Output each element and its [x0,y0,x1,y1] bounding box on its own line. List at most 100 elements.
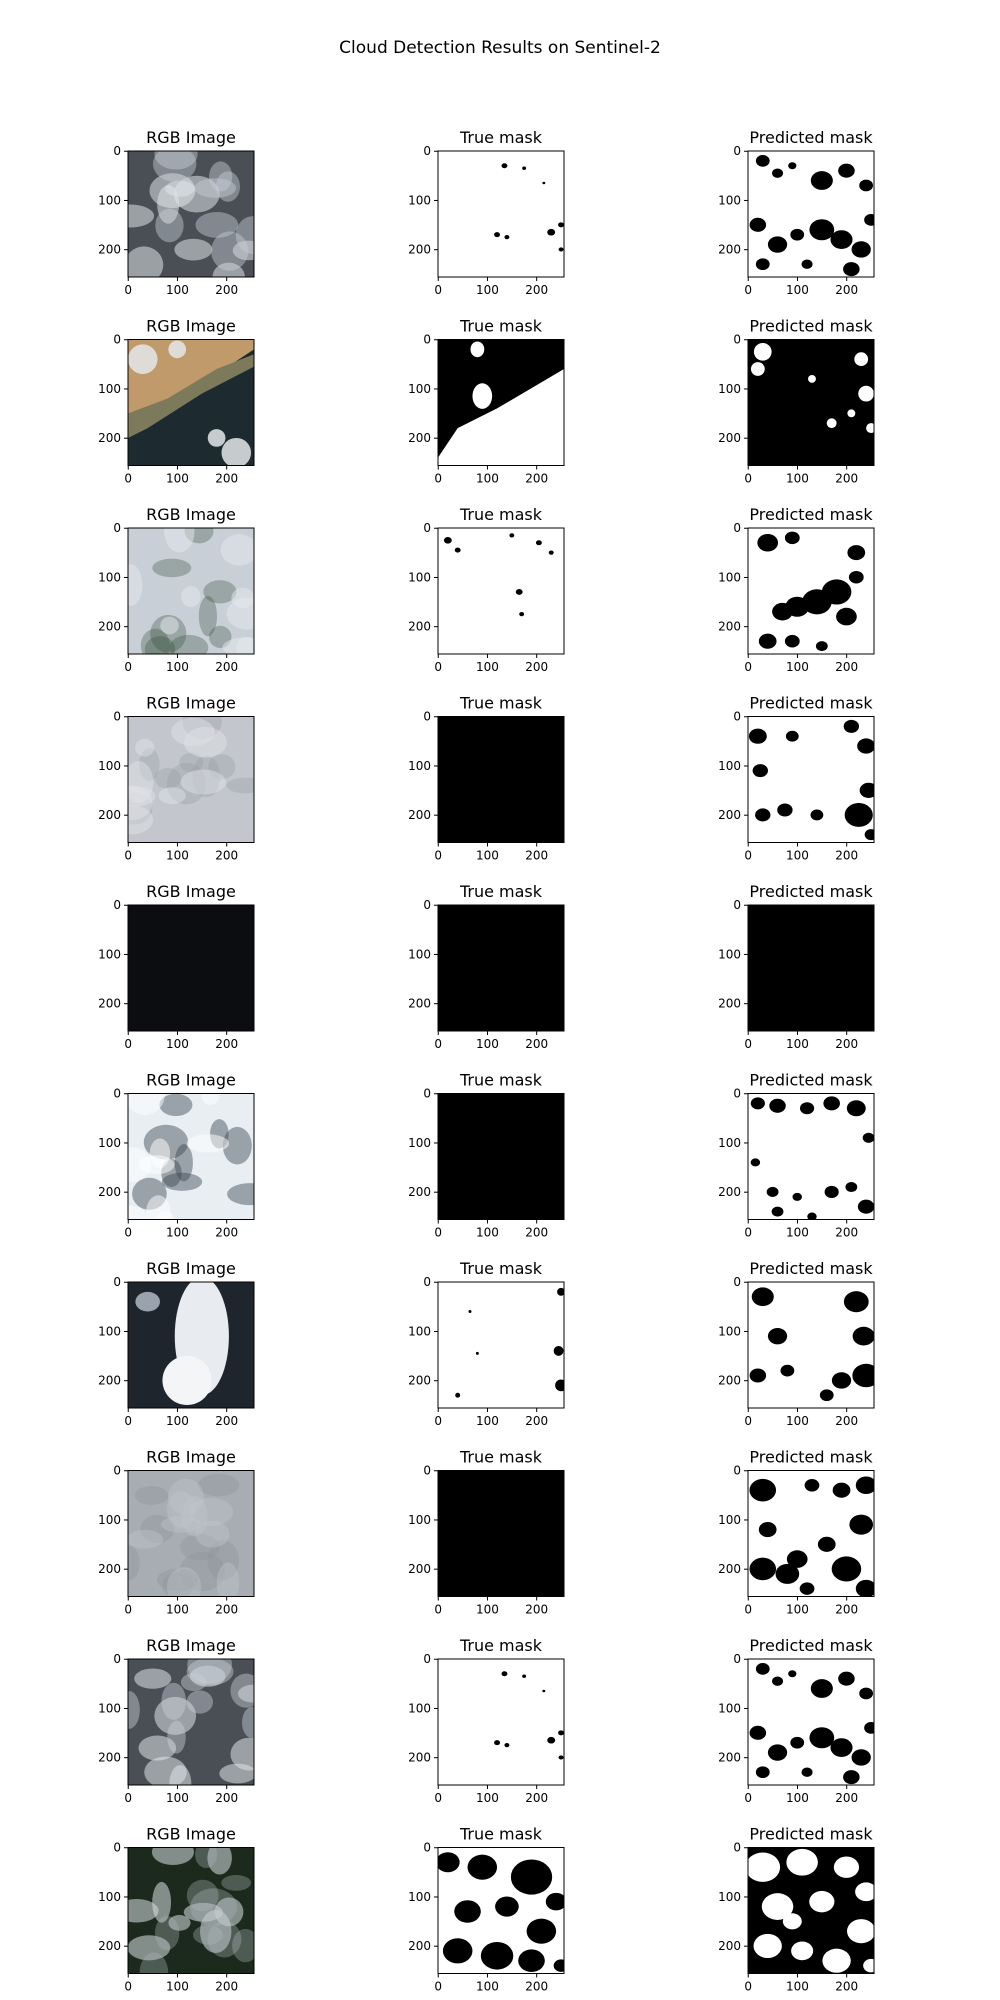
y-tick-label: 200 [718,243,741,257]
x-tick-label: 200 [525,660,548,674]
x-tick-label: 200 [215,660,238,674]
panel-title: Predicted mask [749,1825,873,1844]
y-tick-label: 200 [408,1562,431,1576]
panel-title: RGB Image [146,128,236,147]
y-tick-label: 200 [718,1374,741,1388]
x-tick-label: 100 [786,1037,809,1051]
y-tick-label: 100 [408,947,431,961]
x-tick-label: 100 [786,660,809,674]
y-tick-label: 200 [408,1751,431,1765]
panel-row2-rgb: RGB Image 0 100 200 0 100 200 [98,317,255,486]
panel-row6-predicted-mask: Predicted mask 0 100 200 0 100 200 [718,1071,875,1240]
x-tick-label: 100 [786,1603,809,1617]
x-tick-label: 200 [525,472,548,486]
x-tick-label: 0 [434,1791,442,1805]
mask-image [438,151,564,277]
panel-title: True mask [459,505,543,524]
x-tick-label: 100 [476,1791,499,1805]
x-tick-label: 0 [434,660,442,674]
panel-row1-true-mask: True mask 0 100 200 0 100 200 [408,128,565,297]
x-tick-label: 100 [166,472,189,486]
mask-image [438,905,564,1031]
x-tick-label: 200 [525,1226,548,1240]
x-tick-label: 200 [835,1791,858,1805]
x-tick-label: 200 [835,472,858,486]
x-tick-label: 0 [124,283,132,297]
y-tick-label: 0 [113,521,121,535]
x-tick-label: 100 [786,1226,809,1240]
x-tick-label: 100 [166,283,189,297]
y-tick-label: 200 [98,808,121,822]
x-tick-label: 0 [744,1414,752,1428]
x-tick-label: 100 [786,1414,809,1428]
panel-row3-rgb: RGB Image 0 100 200 0 100 200 [98,505,255,674]
y-tick-label: 0 [423,1275,431,1289]
panel-row8-rgb: RGB Image 0 100 200 0 100 200 [98,1448,255,1617]
panel-title: RGB Image [146,882,236,901]
x-tick-label: 200 [215,472,238,486]
y-tick-label: 100 [98,1701,121,1715]
panel-title: Predicted mask [749,882,873,901]
y-tick-label: 200 [98,1562,121,1576]
x-tick-label: 100 [476,1414,499,1428]
y-tick-label: 0 [113,898,121,912]
y-tick-label: 100 [98,193,121,207]
x-tick-label: 0 [744,283,752,297]
panel-title: True mask [459,1825,543,1844]
y-tick-label: 100 [98,1324,121,1338]
y-tick-label: 100 [718,759,741,773]
panel-row6-rgb: RGB Image 0 100 200 0 100 200 [98,1071,255,1240]
x-tick-label: 100 [476,849,499,863]
x-tick-label: 200 [215,1980,238,1994]
y-tick-label: 200 [98,1374,121,1388]
panel-title: Predicted mask [749,505,873,524]
x-tick-label: 200 [835,849,858,863]
mask-image [748,1282,874,1408]
y-tick-label: 0 [113,333,121,347]
y-tick-label: 100 [408,759,431,773]
y-tick-label: 100 [718,382,741,396]
x-tick-label: 200 [525,1791,548,1805]
y-tick-label: 0 [733,1464,741,1478]
y-tick-label: 200 [408,808,431,822]
y-tick-label: 200 [718,1562,741,1576]
x-tick-label: 200 [215,1603,238,1617]
x-tick-label: 200 [525,283,548,297]
panel-title: RGB Image [146,505,236,524]
x-tick-label: 200 [215,1037,238,1051]
x-tick-label: 0 [124,1414,132,1428]
x-tick-label: 100 [166,849,189,863]
x-tick-label: 0 [124,1226,132,1240]
rgb-image [128,1470,254,1597]
y-tick-label: 0 [733,333,741,347]
y-tick-label: 100 [718,1701,741,1715]
panel-title: RGB Image [146,1825,236,1844]
x-tick-label: 100 [786,1980,809,1994]
panel-title: Predicted mask [749,1071,873,1090]
mask-image [748,1659,874,1785]
x-tick-label: 0 [124,472,132,486]
y-tick-label: 200 [718,1185,741,1199]
y-tick-label: 200 [718,431,741,445]
y-tick-label: 0 [733,144,741,158]
x-tick-label: 100 [166,1791,189,1805]
panel-title: RGB Image [146,1259,236,1278]
x-tick-label: 0 [434,849,442,863]
y-tick-label: 100 [408,1136,431,1150]
panel-row7-true-mask: True mask 0 100 200 0 100 200 [408,1259,565,1428]
panel-row3-predicted-mask: Predicted mask 0 100 200 0 100 200 [718,505,875,674]
y-tick-label: 200 [98,1185,121,1199]
panel-row4-predicted-mask: Predicted mask 0 100 200 0 100 200 [718,694,875,863]
y-tick-label: 100 [98,1136,121,1150]
x-tick-label: 0 [744,849,752,863]
mask-image [748,528,874,654]
panel-row9-true-mask: True mask 0 100 200 0 100 200 [408,1636,565,1805]
x-tick-label: 100 [786,283,809,297]
x-tick-label: 0 [124,849,132,863]
y-tick-label: 0 [423,144,431,158]
panel-title: True mask [459,128,543,147]
y-tick-label: 200 [718,1939,741,1953]
x-tick-label: 0 [434,472,442,486]
mask-image [438,1093,564,1220]
